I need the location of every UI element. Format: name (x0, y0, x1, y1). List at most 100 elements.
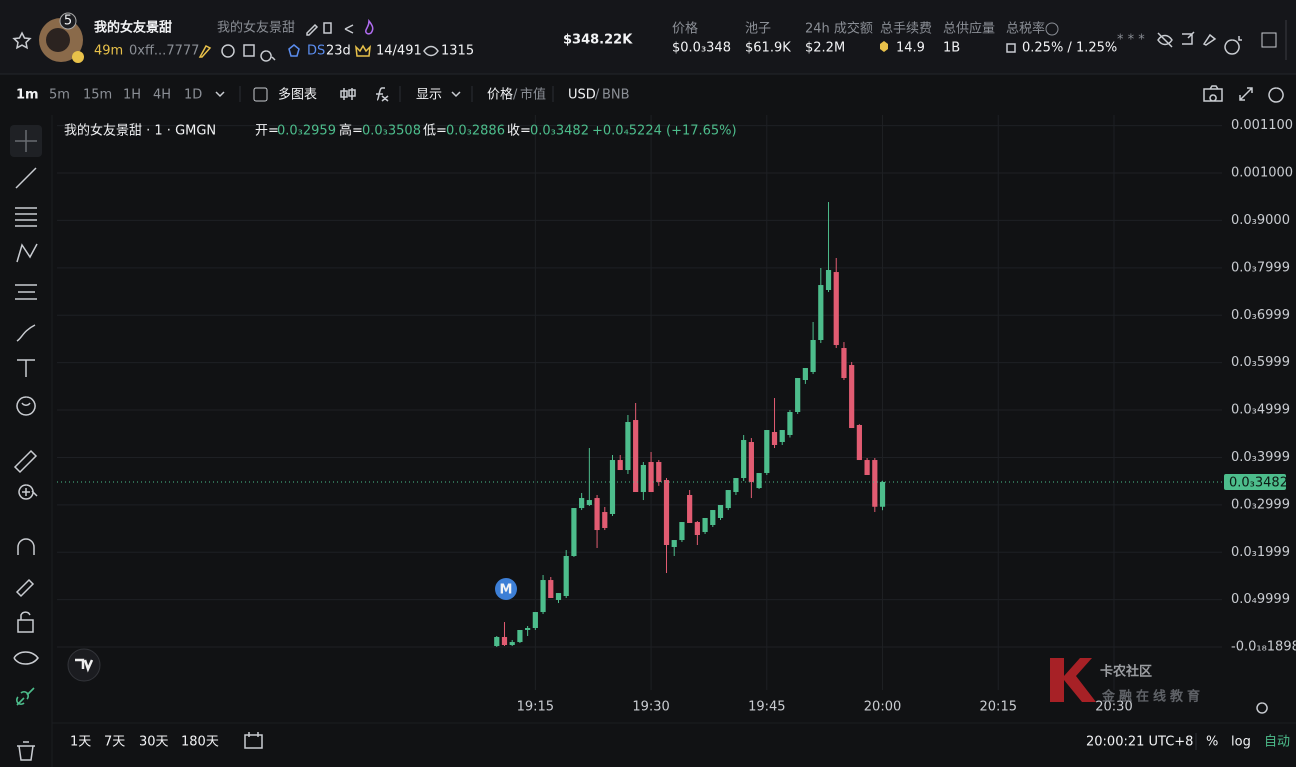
display[interactable]: 显示 (416, 88, 442, 103)
legend-title: 我的女友景甜 · 1 · GMGN (64, 123, 216, 139)
ds-age: 23d (326, 44, 351, 59)
legend: 我的女友景甜 · 1 · GMGN 开=0.0₃2959 高= 0.0₃3508 低= 0… (64, 123, 737, 139)
interval[interactable]: 1H (123, 88, 141, 103)
help-icon[interactable] (1045, 22, 1059, 36)
currency[interactable]: USD (568, 88, 596, 103)
y-tick-label: 0.0₃9000 (1231, 213, 1290, 228)
chart-area: 0.001100 0.001000 0.0₃9000 0.0₃7999 0.0₃6999… (57, 115, 1296, 715)
multi-chart[interactable]: 多图表 (278, 87, 317, 103)
range-button[interactable]: 7天 (104, 735, 125, 750)
tv-logo-mark (75, 658, 94, 673)
candle-body (725, 490, 731, 509)
x-tick-label: 19:15 (517, 700, 554, 715)
candle-body (872, 460, 878, 507)
market-cap-mode[interactable]: 市值 (520, 87, 546, 103)
header-icons[interactable] (306, 22, 354, 36)
candle-body (548, 580, 554, 598)
x-tick-label: 19:45 (748, 700, 785, 715)
toolbar: 1m 5m 15m 1H 4H 1D 多图表 显示 价格 / 市值 USD / BNB (16, 87, 630, 103)
multi-chart-checkbox[interactable] (253, 87, 268, 102)
candle-body (540, 580, 546, 613)
legend-open-label: 开= (255, 124, 279, 139)
more-dots[interactable]: * * * (1117, 33, 1145, 48)
range-button[interactable]: 30天 (139, 735, 169, 750)
candle-body (733, 478, 739, 493)
candle-body (656, 462, 662, 483)
candle-body (594, 498, 600, 531)
range-button[interactable]: 180天 (181, 735, 219, 750)
candle-body (687, 494, 693, 524)
link-icons[interactable] (243, 44, 276, 62)
candle-body (864, 460, 870, 475)
legend-open: 0.0₃2959 (277, 124, 336, 139)
x-tick-label: 20:00 (864, 700, 901, 715)
log-toggle[interactable]: log (1231, 735, 1251, 750)
separator[interactable]: / (595, 88, 600, 103)
pen-icon (198, 45, 212, 58)
y-tick-label: 0.0₃7999 (1231, 260, 1290, 275)
address[interactable]: 0xff...7777 (129, 44, 199, 59)
y-tick-label: 0.0₄9999 (1231, 592, 1290, 607)
settings-icon[interactable] (1256, 702, 1268, 714)
marker-badge[interactable] (495, 578, 517, 600)
candle-body (756, 473, 762, 489)
interval[interactable]: 4H (153, 88, 171, 103)
auto-toggle[interactable]: 自动 (1264, 735, 1290, 750)
candle-body (509, 642, 515, 646)
avatar-detail (46, 28, 70, 52)
chart-tools[interactable] (1203, 85, 1284, 103)
candle-body (579, 498, 585, 509)
stat-label: 总税率 (1006, 21, 1045, 37)
link-tool[interactable] (15, 687, 35, 706)
candle-body (741, 440, 747, 479)
stats: 价格 $0.0₃348 池子 $61.9K 24h 成交额 $2.2M 总手续费 14.9 总供… (672, 21, 1117, 56)
watermark-logo (1050, 658, 1096, 702)
chevrons[interactable] (215, 91, 461, 98)
candle-body (833, 272, 839, 346)
panel-toggle[interactable] (1261, 32, 1277, 48)
interval[interactable]: 1D (184, 88, 202, 103)
alt-currency[interactable]: BNB (602, 88, 630, 103)
candle-body (663, 480, 670, 546)
candle-body (810, 340, 816, 372)
candle-body (779, 430, 785, 443)
header-tools[interactable] (1157, 31, 1242, 55)
candle-body (841, 348, 847, 379)
percent-toggle[interactable]: % (1206, 735, 1218, 750)
candle-body (694, 522, 700, 536)
candle-body (517, 629, 523, 643)
stat-label: 总供应量 (943, 21, 995, 37)
price-mode[interactable]: 价格 (487, 87, 513, 103)
candle-body (787, 412, 793, 435)
favorite-icon[interactable] (12, 31, 32, 50)
holders: 14/491 (376, 44, 422, 59)
indicator-icons[interactable] (340, 87, 389, 102)
y-tick-label: 0.001100 (1231, 118, 1293, 133)
candle-body (625, 422, 631, 471)
candle-body (525, 628, 531, 630)
interval[interactable]: 15m (83, 88, 112, 103)
x-tick-label: 20:30 (1095, 700, 1132, 715)
interval[interactable]: 1m (16, 88, 39, 103)
candle-body (586, 500, 592, 506)
candle-body (849, 365, 855, 429)
candle-body (856, 424, 862, 461)
legend-low: 0.0₃2886 (446, 124, 505, 139)
y-tick-label: 0.0₃4999 (1231, 403, 1290, 418)
interval[interactable]: 5m (49, 88, 70, 103)
web-icon[interactable] (221, 44, 235, 58)
candle-body (671, 540, 677, 547)
candle-body (879, 481, 886, 507)
candle-body (532, 612, 538, 629)
range-button[interactable]: 1天 (70, 735, 91, 750)
legend-close-label: 收= (507, 124, 531, 139)
tax-icon (1006, 43, 1016, 53)
date-range-icon[interactable] (244, 732, 263, 749)
candle-body (748, 442, 754, 483)
separator[interactable]: / (513, 88, 518, 103)
current-price-box (1224, 473, 1286, 490)
legend-low-label: 低= (423, 124, 447, 139)
marker-label: M (500, 583, 513, 598)
candle-body (802, 368, 808, 381)
clock: 20:00:21 UTC+8 (1086, 735, 1193, 750)
